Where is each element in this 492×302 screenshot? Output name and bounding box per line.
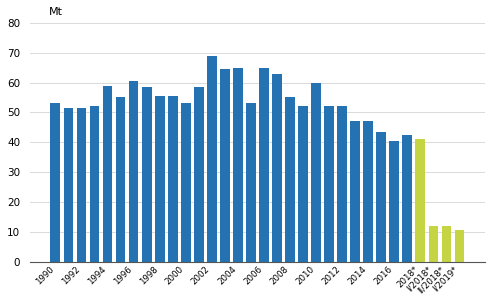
Bar bbox=[220, 69, 230, 262]
Bar bbox=[389, 141, 399, 262]
Bar bbox=[77, 108, 86, 262]
Bar bbox=[51, 103, 60, 262]
Bar bbox=[129, 81, 138, 262]
Bar bbox=[259, 68, 269, 262]
Bar bbox=[194, 87, 204, 262]
Bar bbox=[311, 82, 321, 262]
Bar bbox=[376, 132, 386, 262]
Bar bbox=[90, 106, 99, 262]
Bar bbox=[415, 139, 425, 262]
Bar bbox=[455, 230, 464, 262]
Bar bbox=[298, 106, 308, 262]
Bar bbox=[207, 56, 216, 262]
Text: Mt: Mt bbox=[49, 7, 63, 17]
Bar bbox=[350, 121, 360, 262]
Bar bbox=[233, 68, 243, 262]
Bar bbox=[155, 96, 164, 262]
Bar bbox=[142, 87, 152, 262]
Bar bbox=[441, 226, 451, 262]
Bar bbox=[429, 226, 438, 262]
Bar bbox=[181, 103, 190, 262]
Bar bbox=[363, 121, 373, 262]
Bar bbox=[272, 74, 282, 262]
Bar bbox=[63, 108, 73, 262]
Bar bbox=[116, 98, 125, 262]
Bar bbox=[324, 106, 334, 262]
Bar bbox=[103, 85, 112, 262]
Bar bbox=[402, 135, 412, 262]
Bar bbox=[246, 103, 256, 262]
Bar bbox=[337, 106, 347, 262]
Bar bbox=[168, 96, 178, 262]
Bar bbox=[285, 98, 295, 262]
